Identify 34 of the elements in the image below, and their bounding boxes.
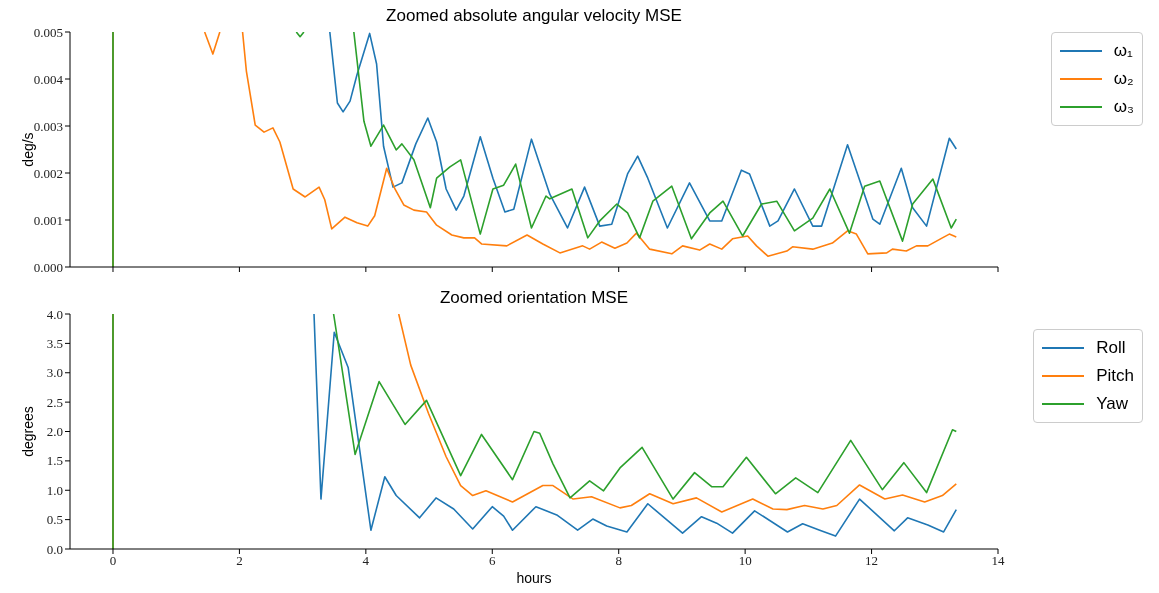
legend-label: ω₃: [1113, 97, 1134, 117]
x-tick-label: 0: [109, 553, 117, 569]
y-tick-label: 0.003: [33, 118, 63, 134]
y-tick-label: 0.0: [46, 541, 63, 557]
legend-label: Yaw: [1096, 394, 1129, 414]
x-axis-title: hours: [516, 570, 552, 586]
y-tick-label: 0.001: [33, 212, 63, 228]
y-tick-label: 1.5: [46, 453, 63, 469]
x-tick-label: 12: [865, 553, 879, 569]
y-tick-label: 3.5: [46, 335, 63, 351]
x-tick-label: 6: [489, 553, 497, 569]
x-tick-label: 8: [615, 553, 622, 569]
y-tick-label: 0.005: [33, 24, 63, 40]
chart-title: Zoomed orientation MSE: [438, 288, 629, 307]
x-tick-label: 10: [738, 553, 752, 569]
legend-label: Pitch: [1096, 366, 1134, 386]
x-tick-label: 4: [362, 553, 370, 569]
y-tick-label: 0.000: [33, 259, 63, 275]
legend-label: ω₁: [1113, 41, 1133, 61]
x-tick-label: 14: [991, 553, 1005, 569]
y-tick-label: 2.5: [46, 394, 63, 410]
y-tick-label: 2.0: [46, 424, 63, 440]
y-tick-label: 0.004: [33, 71, 64, 87]
legend-label: Roll: [1096, 338, 1126, 358]
x-tick-label: 2: [236, 553, 243, 569]
chart-title: Zoomed absolute angular velocity MSE: [385, 6, 683, 25]
y-axis-title: degrees: [19, 406, 36, 457]
y-tick-label: 4.0: [46, 306, 63, 322]
legend-label: ω₂: [1113, 69, 1134, 89]
y-tick-label: 0.002: [33, 165, 63, 181]
y-axis-title: deg/s: [19, 132, 36, 167]
y-tick-label: 0.5: [46, 512, 63, 528]
y-tick-label: 3.0: [46, 365, 63, 381]
y-tick-label: 1.0: [46, 482, 63, 498]
